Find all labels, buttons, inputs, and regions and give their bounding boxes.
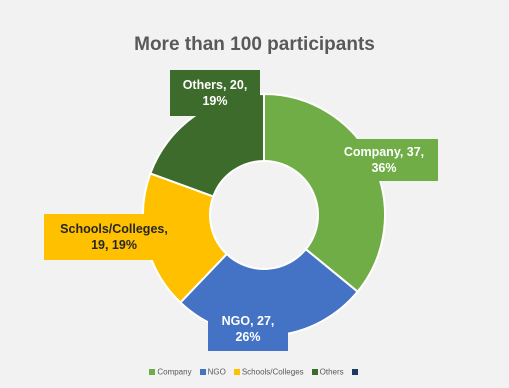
legend-label: Schools/Colleges	[241, 367, 304, 377]
slice-label-text: NGO, 27, 26%	[222, 314, 275, 344]
slice-label-text: Others, 20, 19%	[183, 78, 248, 108]
legend-swatch	[233, 369, 240, 376]
slice-label-schools-colleges: Schools/Colleges, 19, 19%	[44, 214, 184, 260]
legend-item-schools-colleges: Schools/Colleges	[233, 367, 304, 377]
legend-item-others: Others	[311, 367, 344, 377]
legend-swatch	[149, 369, 156, 376]
legend-swatch	[311, 369, 318, 376]
legend-extra-marker	[351, 367, 360, 376]
chart-title: More than 100 participants	[134, 34, 375, 55]
slice-label-others: Others, 20, 19%	[170, 70, 260, 116]
slice-company	[263, 92, 386, 294]
slice-label-text: Company, 37, 36%	[344, 145, 424, 175]
legend-item-company: Company	[149, 367, 192, 377]
legend-label: Company	[157, 367, 192, 377]
legend-label: NGO	[207, 367, 226, 377]
slice-label-box	[44, 214, 184, 260]
chart-legend: Company NGO Schools/Colleges Others	[0, 367, 509, 377]
slice-label-box	[208, 307, 288, 351]
slice-schools-colleges	[142, 172, 229, 304]
slice-label-company: Company, 37, 36%	[330, 139, 438, 181]
legend-swatch	[199, 369, 206, 376]
legend-item-ngo: NGO	[199, 367, 226, 377]
legend-label: Others	[319, 367, 344, 377]
slice-label-box	[170, 70, 260, 116]
legend-swatch	[351, 369, 358, 376]
slice-label-ngo: NGO, 27, 26%	[208, 307, 288, 351]
slice-label-text: Schools/Colleges, 19, 19%	[60, 222, 168, 252]
slice-label-box	[330, 139, 438, 181]
